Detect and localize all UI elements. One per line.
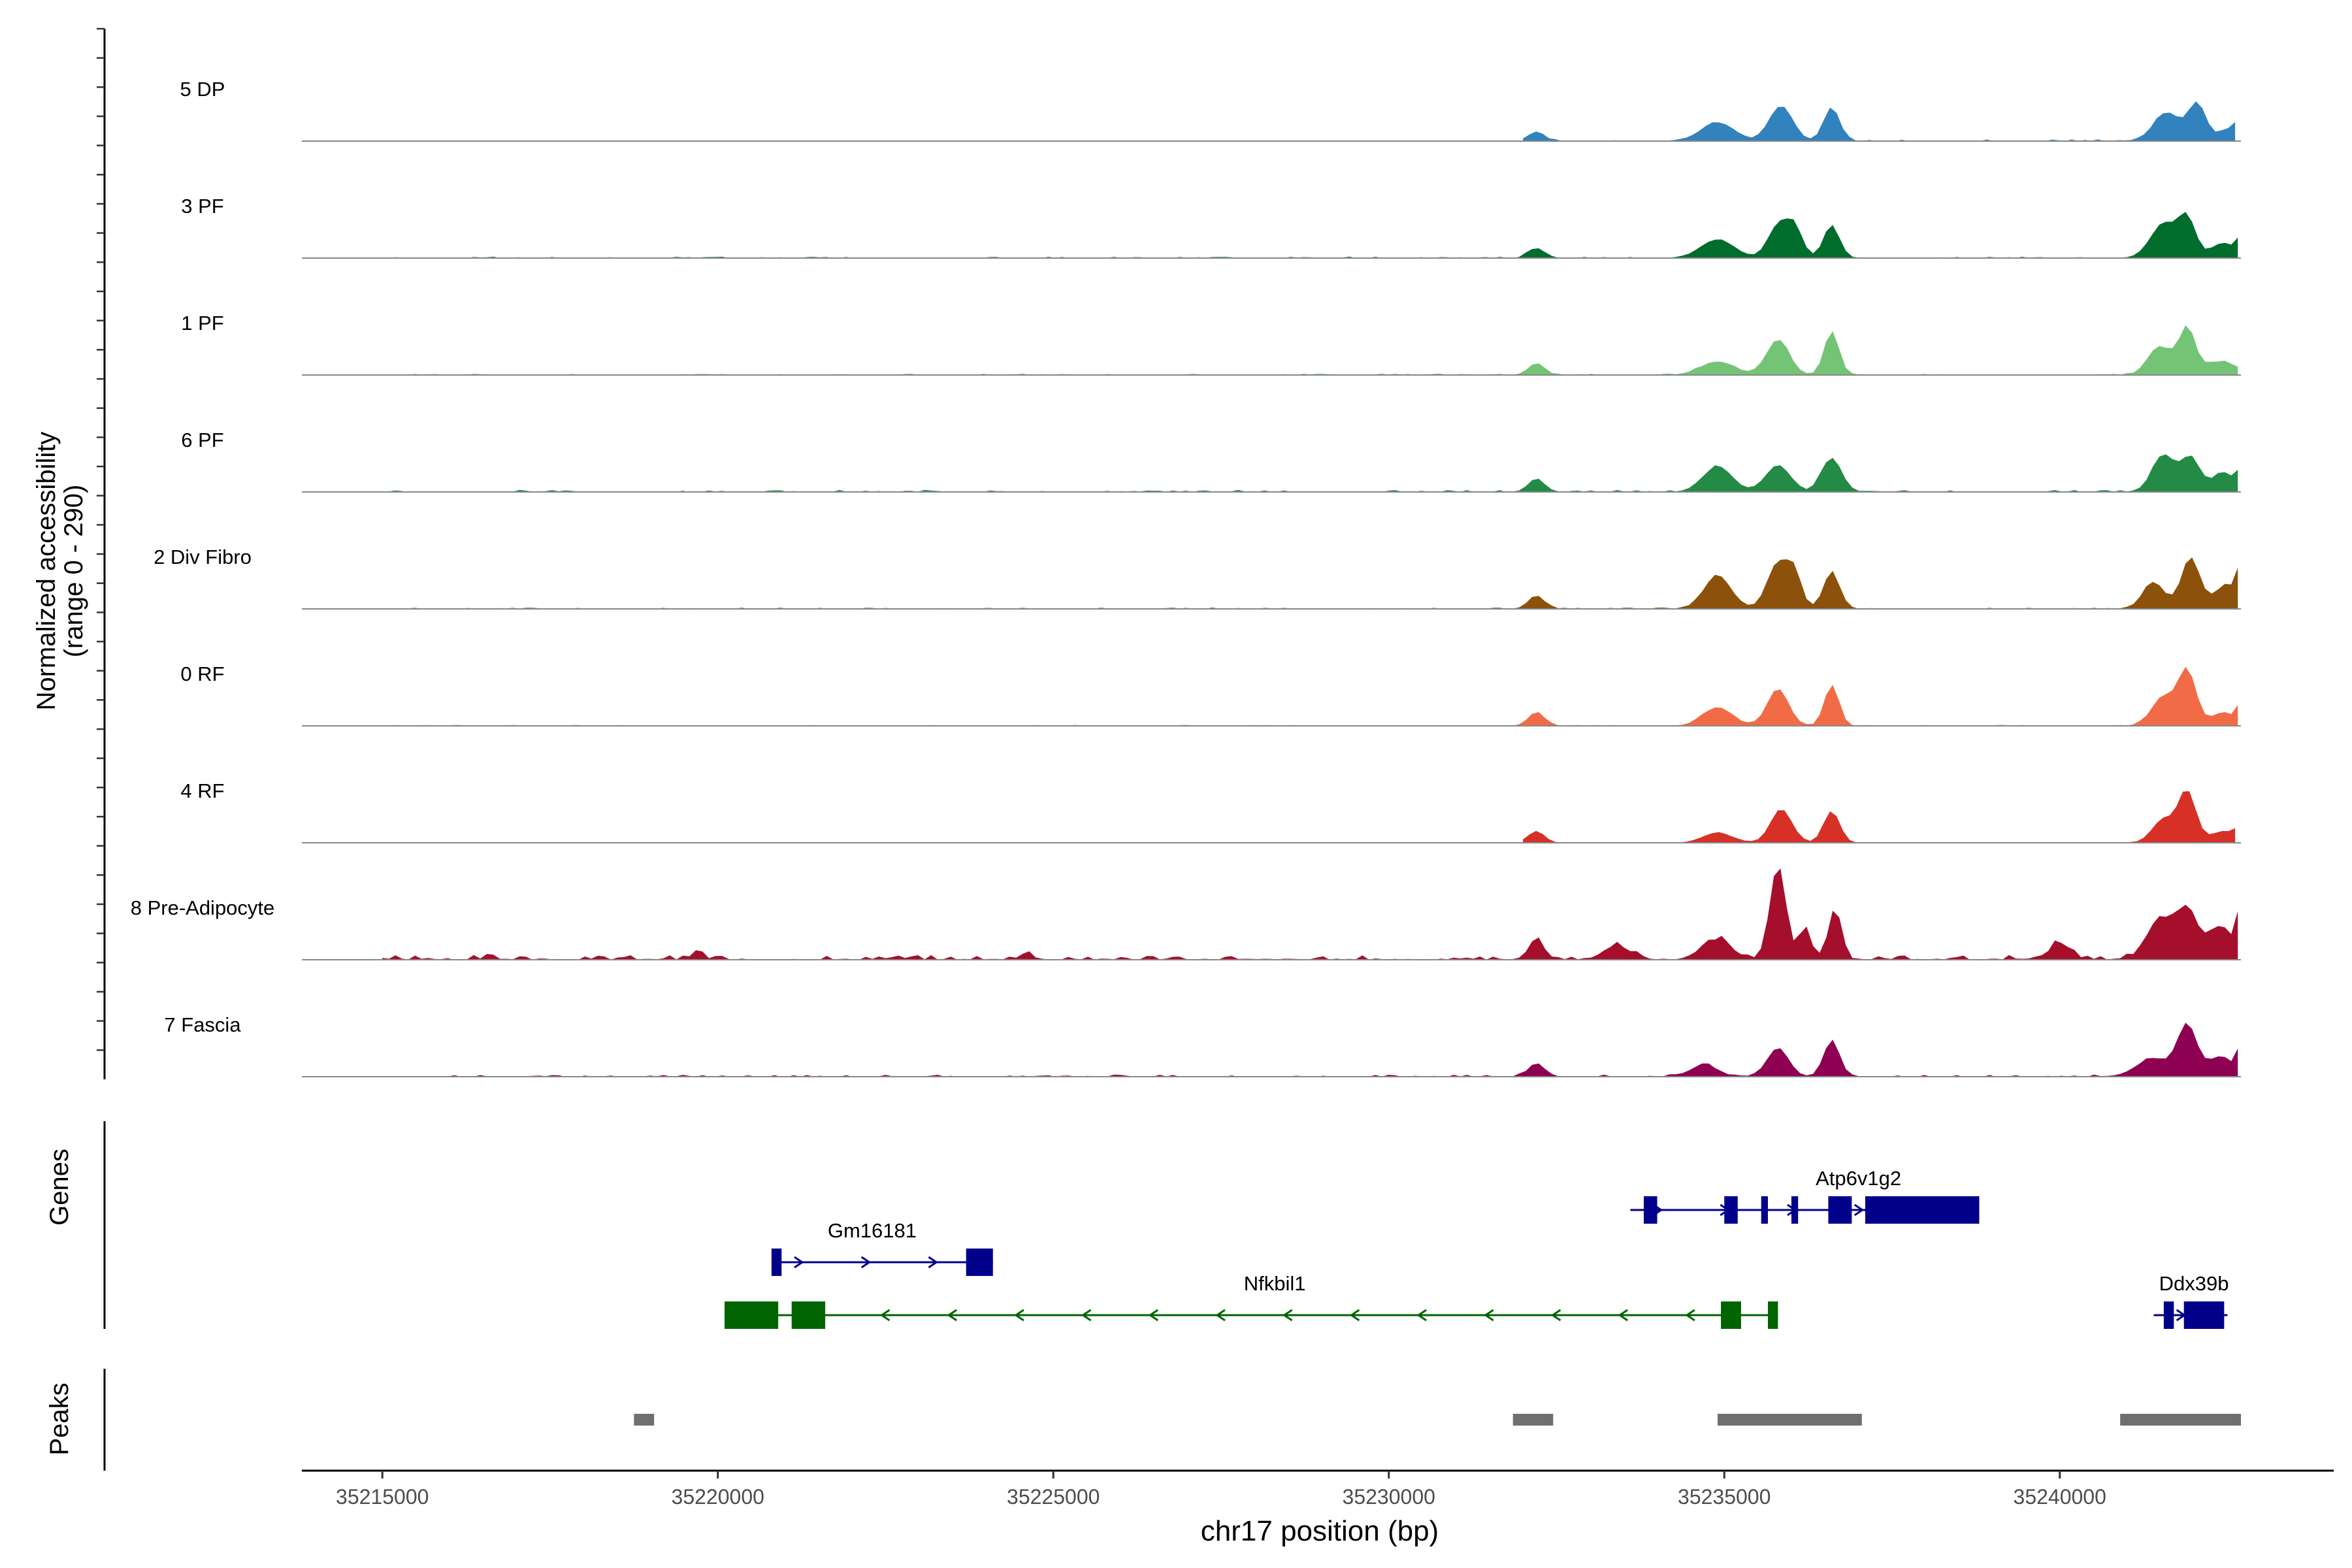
exon-Atp6v1g2 bbox=[1791, 1196, 1799, 1224]
x-tick-label: 35215000 bbox=[336, 1485, 429, 1509]
exon-Atp6v1g2 bbox=[1643, 1196, 1658, 1224]
y-axis-title-line2: (range 0 - 290) bbox=[59, 485, 88, 658]
track-label: 6 PF bbox=[181, 429, 223, 451]
coverage-area-5-dp bbox=[1523, 101, 2236, 141]
exon-Atp6v1g2 bbox=[1828, 1196, 1852, 1224]
strand-arrow bbox=[794, 1256, 804, 1269]
genes-panel: Atp6v1g2 Gm16181 Nfkbil1 Ddx39b bbox=[103, 1121, 2229, 1329]
exon-Ddx39b bbox=[2183, 1301, 2225, 1329]
x-tick-label: 35235000 bbox=[1678, 1485, 1771, 1509]
peak-region bbox=[2120, 1414, 2241, 1426]
track-label: 0 RF bbox=[180, 662, 224, 685]
gene-label-Atp6v1g2: Atp6v1g2 bbox=[1816, 1167, 1901, 1190]
strand-arrow bbox=[1349, 1309, 1360, 1322]
coverage-area-3-pf bbox=[382, 212, 2238, 258]
x-tick-label: 35230000 bbox=[1343, 1485, 1435, 1509]
coverage-area-2-div-fibro bbox=[382, 557, 2238, 609]
strand-arrow bbox=[1081, 1309, 1092, 1322]
strand-arrow bbox=[1484, 1309, 1494, 1322]
exon-Atp6v1g2 bbox=[1724, 1196, 1738, 1224]
exon-Gm16181 bbox=[771, 1249, 782, 1276]
coverage-area-8-pre-adipocyte bbox=[382, 868, 2238, 960]
peak-region bbox=[1512, 1414, 1554, 1426]
gene-label-Ddx39b: Ddx39b bbox=[2159, 1272, 2229, 1295]
exon-Atp6v1g2 bbox=[1761, 1196, 1768, 1224]
strand-arrow bbox=[1282, 1309, 1293, 1322]
exon-Nfkbil1 bbox=[725, 1301, 779, 1329]
strand-arrow bbox=[879, 1309, 890, 1322]
strand-arrow bbox=[1148, 1309, 1159, 1322]
track-label: 3 PF bbox=[181, 195, 223, 218]
coverage-area-0-rf bbox=[382, 666, 2238, 726]
track-label: 1 PF bbox=[181, 312, 223, 335]
x-tick-label: 35240000 bbox=[2014, 1485, 2106, 1509]
x-axis: 35215000 35220000 35225000 35230000 35235000… bbox=[302, 1469, 2334, 1509]
gene-label-Nfkbil1: Nfkbil1 bbox=[1244, 1272, 1306, 1295]
strand-arrow bbox=[1215, 1309, 1226, 1322]
exon-Nfkbil1 bbox=[1721, 1301, 1741, 1329]
peaks-panel bbox=[103, 1369, 2241, 1471]
exon-Nfkbil1 bbox=[1767, 1301, 1778, 1329]
strand-arrow bbox=[1618, 1309, 1629, 1322]
track-label: 5 DP bbox=[180, 78, 225, 101]
track-label: 7 Fascia bbox=[164, 1013, 241, 1036]
strand-arrow bbox=[1416, 1309, 1427, 1322]
peaks-panel-label: Peaks bbox=[45, 1382, 74, 1455]
x-tick-label: 35225000 bbox=[1007, 1485, 1100, 1509]
strand-arrow bbox=[860, 1256, 872, 1269]
track-label: 2 Div Fibro bbox=[154, 546, 252, 568]
gene-label-Gm16181: Gm16181 bbox=[828, 1219, 917, 1242]
exon-Gm16181 bbox=[966, 1249, 993, 1276]
left-axis-group bbox=[97, 27, 106, 1079]
coverage-tracks: 5 DP 3 PF 1 PF 6 PF 2 Div Fibro 0 RF 4 RF 8 Pre… bbox=[131, 78, 2241, 1077]
strand-arrow bbox=[1014, 1309, 1024, 1322]
exon-Atp6v1g2 bbox=[1865, 1196, 1980, 1224]
strand-arrow bbox=[1685, 1309, 1695, 1322]
strand-arrow bbox=[1550, 1309, 1561, 1322]
track-label: 8 Pre-Adipocyte bbox=[131, 896, 275, 919]
strand-arrow bbox=[947, 1309, 958, 1322]
peak-region bbox=[634, 1414, 655, 1426]
x-tick-label: 35220000 bbox=[672, 1485, 764, 1509]
strand-arrow bbox=[928, 1256, 939, 1269]
exon-Ddx39b bbox=[2163, 1301, 2174, 1329]
coverage-area-6-pf bbox=[382, 454, 2238, 492]
exon-Nfkbil1 bbox=[791, 1301, 826, 1329]
track-label: 4 RF bbox=[180, 779, 224, 802]
peak-region bbox=[1717, 1414, 1862, 1426]
coverage-area-7-fascia bbox=[382, 1022, 2238, 1077]
strand-arrow bbox=[1854, 1203, 1865, 1217]
coverage-area-1-pf bbox=[382, 325, 2238, 375]
y-axis-title-line1: Normalized accessibility bbox=[32, 432, 61, 711]
coverage-area-4-rf bbox=[1523, 791, 2236, 843]
genes-panel-label: Genes bbox=[45, 1149, 74, 1226]
x-axis-title: chr17 position (bp) bbox=[1201, 1515, 1439, 1547]
